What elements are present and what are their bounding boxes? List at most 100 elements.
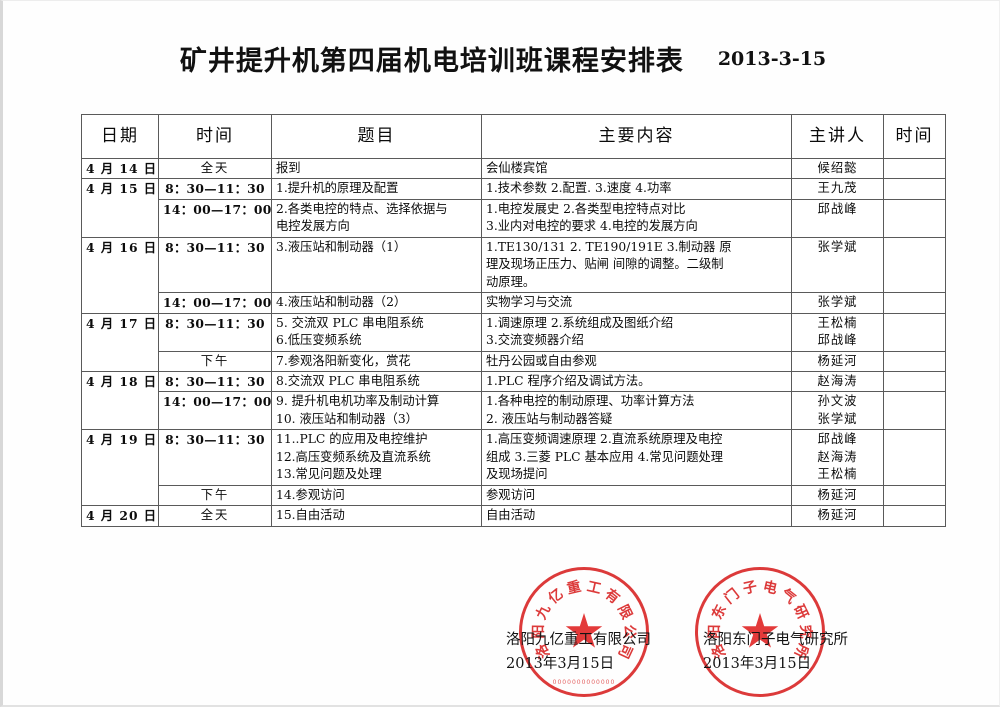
cell-hours xyxy=(883,391,946,431)
cell-speaker: 杨延河 xyxy=(791,350,884,372)
cell-time: 全天 xyxy=(158,157,272,180)
table-row: 14：00—17：00 9. 提升机电机功率及制动计算 10. 液压站和制动器（3）… xyxy=(82,391,946,431)
page-title: 矿井提升机第四届机电培训班课程安排表 xyxy=(179,46,684,77)
cell-speaker-line: 赵海涛 xyxy=(817,449,858,464)
cell-hours xyxy=(883,505,946,527)
cell-speaker: 王松楠 邱战峰 xyxy=(791,312,884,352)
header-row: 日期 时间 题目 主要内容 主讲人 时间 xyxy=(81,114,946,159)
cell-content-line: 牡丹公园或自由参观 xyxy=(486,353,597,368)
cell-topic-line: 2.各类电控的特点、选择依据与 xyxy=(276,201,448,216)
cell-content-line: 理及现场正压力、贴闸 间隙的调整。二级制 xyxy=(486,257,724,272)
table-row: 4 月 16 日 8：30—11：30 3.液压站和制动器（1） 1.TE130/13… xyxy=(81,236,946,314)
cell-content: 1.TE130/131 2. TE190/191E 3.制动器 原理及现场正压力… xyxy=(481,236,792,294)
cell-speaker-line: 张学斌 xyxy=(817,239,858,254)
cell-topic: 11..PLC 的应用及电控维护 12.高压变频系统及直流系统 13.常见问题及处理 xyxy=(271,429,482,486)
cell-content: 实物学习与交流 xyxy=(481,292,792,314)
cell-speaker-line: 赵海涛 xyxy=(817,373,858,388)
table-row: 4 月 18 日 8：30—11：30 8.交流双 PLC 串电阻系统 1.PLC 程… xyxy=(81,370,946,431)
col-header-hours: 时间 xyxy=(883,114,946,159)
cell-topic-line: 7.参观洛阳新变化，赏花 xyxy=(276,353,411,368)
col-header-content: 主要内容 xyxy=(481,114,792,159)
cell-content: 1.调速原理 2.系统组成及图纸介绍 3.交流变频器介绍 xyxy=(481,312,792,352)
cell-time: 8：30—11：30 xyxy=(158,236,272,294)
cell-speaker-line: 邱战峰 xyxy=(817,201,858,216)
table-head: 日期 时间 题目 主要内容 主讲人 时间 xyxy=(81,114,946,159)
cell-hours xyxy=(883,157,946,180)
cell-speaker-line: 杨延河 xyxy=(817,508,858,523)
cell-content: 1.PLC 程序介绍及调试方法。 xyxy=(481,370,792,393)
cell-date: 4 月 14 日 xyxy=(81,157,159,180)
cell-speaker: 王九茂 xyxy=(791,178,884,200)
col-header-topic: 题目 xyxy=(271,114,482,159)
cell-speaker-line: 杨延河 xyxy=(817,353,858,368)
cell-topic: 15.自由活动 xyxy=(271,505,482,527)
table-row: 下午 14.参观访问 参观访问 杨延河 xyxy=(82,484,946,507)
cell-content: 参观访问 xyxy=(481,484,792,507)
cell-content-line: 参观访问 xyxy=(486,487,536,502)
table-row: 下午 7.参观洛阳新变化，赏花 牡丹公园或自由参观 杨延河 xyxy=(82,350,946,372)
cell-topic: 1.提升机的原理及配置 xyxy=(271,178,482,200)
cell-time: 14：00—17：00 xyxy=(158,292,272,314)
cell-topic: 报到 xyxy=(271,157,482,180)
cell-content-line: 3.交流变频器介绍 xyxy=(486,333,584,348)
cell-time: 下午 xyxy=(158,350,272,372)
cell-speaker: 候绍懿 xyxy=(791,157,884,180)
cell-content: 1.技术参数 2.配置. 3.速度 4.功率 xyxy=(481,178,792,200)
cell-topic-line: 12.高压变频系统及直流系统 xyxy=(276,449,431,464)
table-row: 14：00—17：00 4.液压站和制动器（2） 实物学习与交流 张学斌 xyxy=(82,292,946,314)
cell-topic: 2.各类电控的特点、选择依据与 电控发展方向 xyxy=(271,198,482,238)
cell-content: 1.电控发展史 2.各类型电控特点对比 3.业内对电控的要求 4.电控的发展方向 xyxy=(481,198,792,238)
cell-time: 8：30—11：30 xyxy=(158,178,272,200)
cell-speaker-line: 邱战峰 xyxy=(817,333,858,348)
cell-speaker-line: 王松楠 xyxy=(817,467,858,482)
cell-speaker: 邱战峰 赵海涛 王松楠 xyxy=(791,429,884,486)
cell-topic-line: 报到 xyxy=(276,161,301,175)
table-row: 4 月 19 日 8：30—11：30 11..PLC 的应用及电控维护 12.高压变… xyxy=(81,429,946,507)
signature-org-1: 洛阳九亿重工有限公司 xyxy=(506,632,651,648)
cell-content-line: 实物学习与交流 xyxy=(486,295,573,310)
cell-hours xyxy=(883,350,946,372)
cell-speaker: 赵海涛 xyxy=(791,370,884,393)
signature-date-2: 2013年3月15日 xyxy=(703,655,812,672)
cell-topic: 4.液压站和制动器（2） xyxy=(271,292,482,314)
cell-content-line: 1.高压变频调速原理 2.直流系统原理及电控 xyxy=(486,432,723,447)
cell-topic-line: 8.交流双 PLC 串电阻系统 xyxy=(276,373,420,388)
cell-content-line: 3.业内对电控的要求 4.电控的发展方向 xyxy=(486,219,698,234)
cell-hours xyxy=(883,178,946,200)
cell-topic-line: 11..PLC 的应用及电控维护 xyxy=(276,432,428,447)
cell-speaker: 杨延河 xyxy=(791,484,884,507)
cell-speaker: 张学斌 xyxy=(791,236,884,294)
cell-hours xyxy=(883,484,946,507)
cell-date: 4 月 18 日 xyxy=(81,370,159,431)
cell-topic-line: 15.自由活动 xyxy=(276,508,345,523)
table-row: 4 月 17 日 8：30—11：30 5. 交流双 PLC 串电阻系统 6.低压变频… xyxy=(81,312,946,372)
signature-org-2: 洛阳东门子电气研究所 xyxy=(703,632,848,648)
cell-topic-line: 6.低压变频系统 xyxy=(276,333,362,348)
cell-speaker-line: 张学斌 xyxy=(817,411,858,426)
cell-topic-line: 13.常见问题及处理 xyxy=(276,467,382,482)
cell-hours xyxy=(883,198,946,238)
table-row: 4 月 20 日全天 15.自由活动 自由活动 杨延河 xyxy=(81,505,946,527)
cell-time: 全天 xyxy=(158,505,272,527)
cell-topic: 9. 提升机电机功率及制动计算 10. 液压站和制动器（3） xyxy=(271,391,482,431)
cell-speaker-line: 孙文波 xyxy=(817,394,858,409)
cell-date: 4 月 17 日 xyxy=(81,312,159,372)
cell-topic: 5. 交流双 PLC 串电阻系统 6.低压变频系统 xyxy=(271,312,482,352)
cell-content-line: 组成 3.三菱 PLC 基本应用 4.常见问题处理 xyxy=(486,449,724,464)
cell-time: 8：30—11：30 xyxy=(158,370,272,393)
cell-time: 14：00—17：00 xyxy=(158,198,272,238)
cell-topic-line: 5. 交流双 PLC 串电阻系统 xyxy=(276,315,424,330)
cell-content-line: 1.TE130/131 2. TE190/191E 3.制动器 原 xyxy=(486,239,732,254)
cell-speaker: 杨延河 xyxy=(791,505,884,527)
table-body: 4 月 14 日全天 报到 会仙楼宾馆 候绍懿 4 月 15 日 8：30—11：30 1.… xyxy=(81,157,946,527)
cell-speaker: 孙文波 张学斌 xyxy=(791,391,884,431)
cell-topic: 7.参观洛阳新变化，赏花 xyxy=(271,350,482,372)
cell-speaker-line: 王松楠 xyxy=(817,315,858,330)
cell-topic-line: 1.提升机的原理及配置 xyxy=(276,181,399,196)
cell-content-line: 1.PLC 程序介绍及调试方法。 xyxy=(486,373,651,388)
cell-speaker-line: 杨延河 xyxy=(817,487,858,502)
signature-date-1: 2013年3月15日 xyxy=(506,655,615,672)
cell-content-line: 1.技术参数 2.配置. 3.速度 4.功率 xyxy=(486,181,672,196)
cell-content-line: 1.调速原理 2.系统组成及图纸介绍 xyxy=(486,315,674,330)
